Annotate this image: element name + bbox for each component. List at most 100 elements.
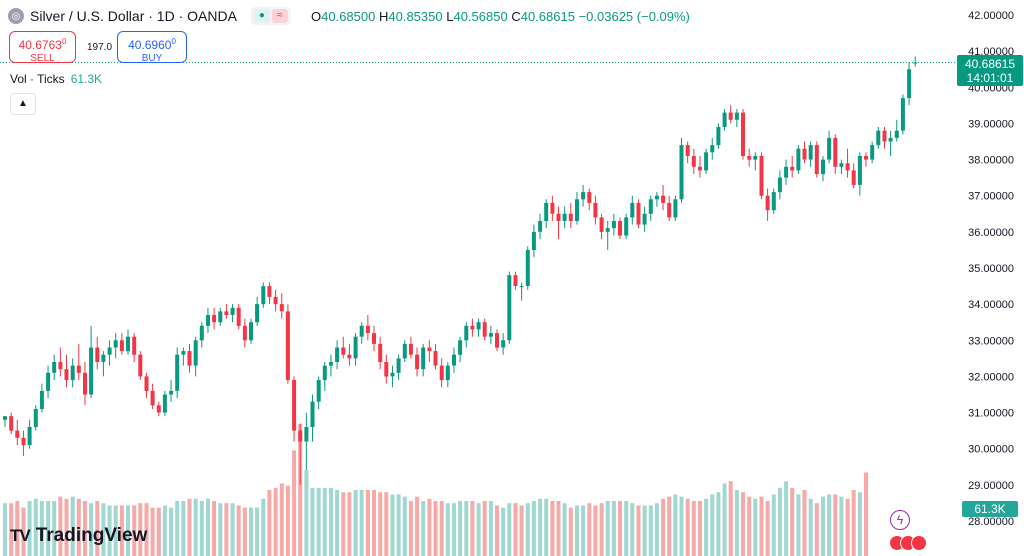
volume-bar: [230, 503, 235, 556]
candle-body: [845, 163, 850, 171]
wave-icon[interactable]: ≈: [271, 9, 288, 23]
candle-body: [83, 372, 87, 395]
candle: [64, 354, 69, 388]
close-label: C: [511, 9, 521, 24]
candle: [556, 206, 561, 240]
candle: [661, 184, 666, 211]
candle-body: [415, 354, 420, 370]
volume-bar: [691, 501, 696, 556]
volume-bar: [679, 496, 684, 556]
candle-body: [802, 148, 807, 160]
volume-bar: [513, 503, 518, 556]
candle-body: [267, 286, 272, 297]
candle-body: [21, 437, 26, 446]
candle-body: [857, 156, 862, 185]
buy-button[interactable]: 40.69600 BUY: [117, 31, 187, 64]
sell-button[interactable]: 40.67630 SELL: [9, 31, 76, 64]
candle-body: [144, 376, 149, 391]
candle-body: [76, 365, 81, 373]
candle-body: [236, 307, 241, 326]
candle: [704, 148, 709, 174]
volume-bar: [482, 501, 487, 556]
candle: [544, 199, 549, 229]
candle: [15, 419, 20, 446]
volume-bar: [581, 505, 586, 556]
candle-body: [3, 416, 7, 420]
y-axis-tick-label: 37.00000: [968, 191, 1014, 203]
volume-bar: [242, 507, 247, 556]
candle-body: [39, 390, 44, 409]
candle: [519, 282, 524, 301]
candle: [488, 325, 493, 344]
volume-bar: [605, 501, 610, 556]
candle-body: [741, 112, 745, 156]
candle-body: [654, 195, 659, 200]
volume-bar: [322, 487, 327, 556]
volume-bar: [611, 501, 616, 556]
candle-body: [298, 430, 303, 442]
y-axis-tick-label: 30.00000: [968, 444, 1014, 456]
volume-bar: [402, 496, 407, 556]
volume-bar: [113, 505, 118, 556]
volume-bar: [445, 503, 450, 556]
volume-legend[interactable]: Vol · Ticks 61.3K: [10, 72, 102, 86]
candle-body: [679, 145, 684, 200]
collapse-legend-button[interactable]: ▲: [10, 93, 36, 115]
candle: [833, 134, 838, 174]
candle: [876, 127, 881, 149]
volume-bar: [70, 496, 75, 556]
candle: [741, 109, 745, 160]
candle: [845, 148, 850, 178]
volume-bar: [107, 505, 112, 556]
volume-bar: [741, 492, 745, 556]
candle: [273, 289, 278, 312]
volume-bar: [285, 485, 290, 556]
candle-body: [408, 343, 413, 355]
volume-label: Vol · Ticks: [10, 72, 65, 86]
volume-bar: [734, 490, 739, 556]
candle-body: [242, 325, 247, 341]
candle-body: [187, 351, 192, 366]
us-flag-icon[interactable]: [911, 535, 927, 551]
candle-body: [839, 163, 844, 167]
candle-body: [691, 156, 696, 167]
candle-body: [624, 217, 629, 236]
volume-bar: [206, 498, 210, 556]
volume-bar: [89, 503, 94, 556]
candle: [335, 340, 340, 370]
visibility-toggle[interactable]: ● ≈: [250, 7, 291, 25]
candle: [285, 304, 290, 384]
candle: [132, 333, 137, 362]
candle: [89, 325, 94, 399]
volume-bar: [187, 498, 192, 556]
candle-body: [790, 166, 795, 171]
symbol-legend[interactable]: ◎ Silver / U.S. Dollar · 1D · OANDA ● ≈: [8, 6, 291, 26]
volume-bar: [673, 494, 678, 556]
candle: [242, 318, 247, 348]
volume-bar: [267, 490, 272, 556]
candle: [292, 376, 297, 442]
candle: [747, 148, 752, 167]
candle-body: [587, 192, 592, 203]
price-axis[interactable]: 42.0000041.0000040.0000039.0000038.00000…: [968, 10, 1014, 528]
volume-bar: [470, 501, 475, 556]
volume-bar: [759, 496, 764, 556]
candle-body: [261, 286, 266, 305]
flash-icon[interactable]: ϟ: [890, 510, 910, 530]
volume-bar: [704, 498, 709, 556]
volume-bar: [236, 505, 241, 556]
volume-bar: [624, 501, 629, 556]
candle-body: [870, 145, 875, 160]
candle-body: [661, 195, 666, 203]
candle-body: [821, 159, 825, 175]
volume-bar: [341, 492, 346, 556]
eye-dot-icon[interactable]: ●: [253, 9, 270, 23]
tradingview-logo[interactable]: TV TradingView: [10, 524, 147, 548]
volume-bars: [3, 424, 868, 556]
economic-events[interactable]: [889, 535, 927, 551]
candle: [175, 347, 180, 399]
volume-bar: [808, 498, 813, 556]
candle-body: [150, 390, 155, 406]
volume-bar: [427, 498, 432, 556]
